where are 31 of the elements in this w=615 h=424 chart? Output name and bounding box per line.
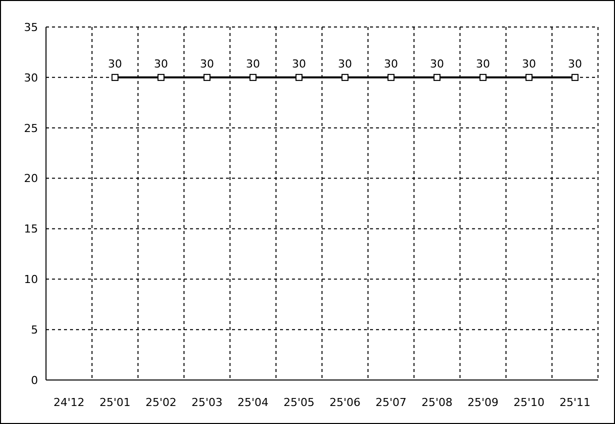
data-label: 30: [200, 57, 214, 70]
data-label: 30: [568, 57, 582, 70]
y-tick-label: 0: [31, 374, 38, 387]
x-tick-label: 25'06: [329, 396, 361, 409]
data-label: 30: [154, 57, 168, 70]
x-tick-label: 24'12: [53, 396, 85, 409]
data-label: 30: [292, 57, 306, 70]
y-tick-label: 10: [24, 273, 38, 286]
x-tick-label: 25'05: [283, 396, 315, 409]
y-tick-label: 20: [24, 172, 38, 186]
y-tick-label: 25: [24, 122, 38, 135]
data-label: 30: [476, 57, 490, 70]
x-tick-label: 25'09: [467, 396, 499, 409]
data-label: 30: [384, 57, 398, 70]
y-tick-label: 15: [24, 222, 38, 236]
x-tick-label: 25'10: [513, 396, 545, 409]
data-label: 30: [430, 57, 444, 70]
y-tick-label: 5: [31, 323, 38, 336]
x-tick-label: 25'04: [237, 396, 269, 409]
data-label: 30: [338, 57, 352, 70]
x-tick-label: 25'02: [145, 396, 177, 409]
data-label: 30: [108, 57, 122, 70]
y-tick-label: 35: [24, 20, 38, 34]
data-label: 30: [522, 57, 536, 70]
x-tick-label: 25'11: [559, 396, 591, 409]
data-label: 30: [246, 57, 260, 70]
x-tick-label: 25'08: [421, 396, 453, 409]
x-tick-label: 25'01: [99, 396, 131, 409]
y-tick-label: 30: [24, 71, 38, 84]
x-tick-label: 25'03: [191, 396, 223, 409]
x-tick-label: 25'07: [375, 396, 407, 409]
